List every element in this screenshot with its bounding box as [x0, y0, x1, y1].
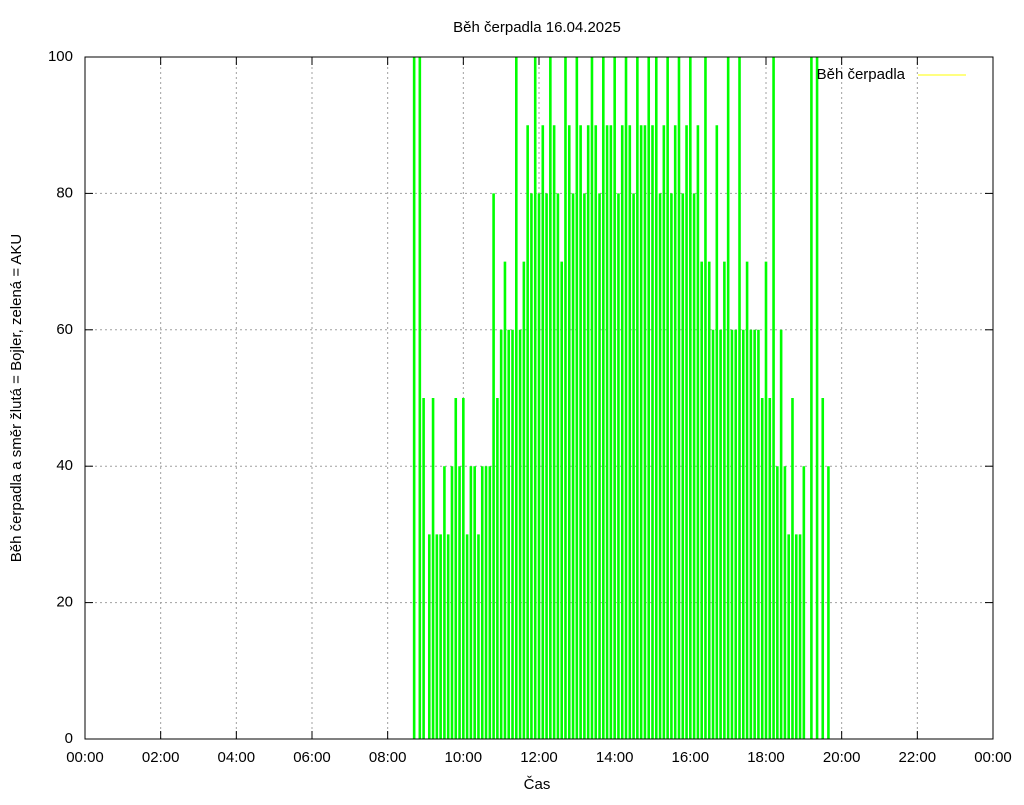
y-tick-label: 80	[56, 184, 73, 201]
y-tick-label: 60	[56, 321, 73, 338]
x-tick-label: 02:00	[142, 749, 180, 766]
x-tick-label: 14:00	[596, 749, 634, 766]
x-tick-label: 20:00	[823, 749, 861, 766]
x-tick-label: 18:00	[747, 749, 785, 766]
x-tick-label: 00:00	[974, 749, 1012, 766]
x-tick-label: 06:00	[293, 749, 331, 766]
x-tick-label: 04:00	[218, 749, 256, 766]
x-tick-label: 16:00	[672, 749, 710, 766]
x-tick-label: 08:00	[369, 749, 407, 766]
x-tick-label: 00:00	[66, 749, 104, 766]
x-tick-label: 12:00	[520, 749, 558, 766]
y-axis-label: Běh čerpadla a směr žlutá = Bojler, zele…	[8, 234, 25, 563]
legend-label: Běh čerpadla	[817, 66, 906, 83]
plot-border	[84, 56, 994, 740]
y-tick-label: 40	[56, 457, 73, 474]
y-tick-label: 100	[48, 48, 73, 65]
chart-title: Běh čerpadla 16.04.2025	[453, 19, 621, 36]
x-tick-label: 22:00	[899, 749, 937, 766]
x-axis-label: Čas	[524, 776, 551, 793]
x-tick-label: 10:00	[445, 749, 483, 766]
y-tick-label: 20	[56, 594, 73, 611]
y-tick-label: 0	[65, 730, 73, 747]
